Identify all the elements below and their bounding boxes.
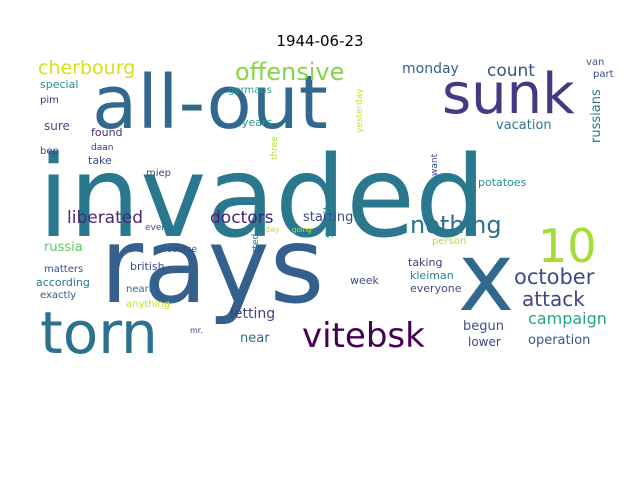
word-starting: starting	[303, 210, 353, 225]
word-campaign: campaign	[528, 309, 607, 328]
word-van: van	[586, 57, 604, 68]
word-sure: sure	[44, 119, 70, 133]
word-week: week	[350, 274, 380, 287]
word-day: day	[265, 225, 280, 234]
word-miep: miep	[146, 168, 171, 179]
word-begun: begun	[463, 319, 504, 334]
word-russia: russia	[44, 240, 83, 255]
word-letting: letting	[230, 306, 275, 322]
word-part: part	[593, 69, 614, 80]
word-liberated: liberated	[67, 208, 143, 228]
word-exactly: exactly	[40, 290, 76, 301]
word-anything: anything	[126, 299, 170, 310]
word-take: take	[88, 154, 112, 167]
word-offensive: offensive	[235, 58, 344, 86]
word-course: course	[167, 245, 198, 255]
word-want: want	[430, 153, 440, 176]
word-x: x	[458, 223, 514, 333]
word-vacation: vacation	[496, 118, 552, 133]
word-torn: torn	[40, 299, 158, 367]
word-doctors: doctors	[210, 208, 274, 228]
word-sunk: sunk	[442, 62, 575, 127]
word-special: special	[40, 78, 78, 91]
word-cherbourg: cherbourg	[38, 57, 135, 79]
word-kleiman: kleiman	[410, 269, 454, 282]
word-matters: matters	[44, 264, 83, 275]
word-mr-: mr.	[190, 326, 203, 335]
word-invaded: invaded	[38, 133, 486, 263]
word-years: years	[242, 116, 273, 129]
word-near: near	[240, 331, 270, 346]
word-all-out: all-out	[92, 60, 328, 146]
word-going: going	[292, 226, 312, 234]
word-started: started	[251, 234, 261, 266]
word-taking: taking	[408, 256, 442, 269]
word-british: british	[130, 260, 165, 273]
word-yesterday: yesterday	[355, 88, 365, 133]
word-three: three	[270, 136, 280, 160]
word-operation: operation	[528, 333, 590, 348]
word-nothing: nothing	[410, 211, 502, 239]
word-found: found	[91, 126, 123, 139]
word-10: 10	[538, 219, 597, 273]
word-count: count	[487, 61, 535, 81]
word-spirits: spirits	[322, 198, 337, 238]
chart-title: 1944-06-23	[276, 32, 364, 50]
word-russians: russians	[589, 89, 604, 143]
word-everyone: everyone	[410, 282, 462, 295]
word-october: october	[514, 265, 595, 289]
word-attack: attack	[522, 287, 585, 311]
word-vitebsk: vitebsk	[302, 316, 425, 356]
word-nearly: nearly	[126, 284, 158, 295]
word-ever: ever	[145, 223, 165, 233]
word-pim: pim	[40, 95, 59, 106]
word-person: person	[432, 236, 466, 247]
word-daan: daan	[91, 143, 113, 153]
word-according: according	[36, 276, 90, 289]
word-germans: germans	[228, 85, 272, 96]
word-monday: monday	[402, 61, 459, 77]
word-potatoes: potatoes	[478, 176, 527, 189]
word-lower: lower	[468, 335, 501, 349]
word-rays: rays	[100, 205, 324, 327]
word-bep: bep	[40, 146, 59, 157]
